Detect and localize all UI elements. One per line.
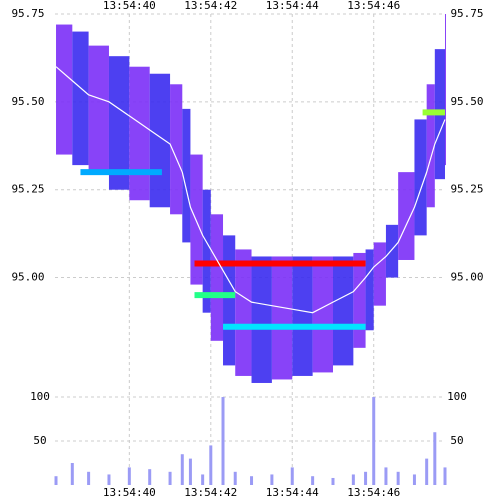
- depth-band: [149, 73, 171, 208]
- y-tick-label: 95.50: [11, 95, 44, 108]
- mid-price-line: [55, 66, 446, 314]
- liquidity-level: [223, 323, 366, 330]
- y-tick-label: 95.75: [11, 7, 44, 20]
- volume-bar: [168, 471, 172, 485]
- volume-bar: [148, 469, 152, 485]
- depth-band: [190, 154, 203, 285]
- liquidity-level: [80, 169, 162, 176]
- y-tick-label: 95.00: [11, 271, 44, 284]
- volume-bar: [364, 471, 368, 485]
- volume-bar: [290, 467, 294, 485]
- x-tick-label: 13:54:46: [347, 0, 400, 12]
- volume-bar: [396, 471, 400, 485]
- depth-band: [88, 45, 109, 173]
- depth-band: [210, 214, 224, 341]
- y-tick-label: 95.25: [11, 183, 44, 196]
- depth-band: [292, 256, 313, 376]
- volume-bar: [70, 463, 74, 485]
- depth-band: [312, 256, 333, 373]
- depth-band: [373, 242, 386, 306]
- x-tick-label: 13:54:44: [266, 486, 319, 499]
- depth-band: [353, 252, 366, 348]
- y2-tick-label: 100: [30, 390, 50, 403]
- depth-band: [235, 249, 252, 376]
- volume-bar: [221, 397, 225, 485]
- depth-band: [170, 84, 183, 215]
- y2-tick-label: 50: [450, 434, 463, 447]
- depth-band: [271, 256, 293, 380]
- depth-band: [108, 56, 130, 190]
- volume-bar: [233, 471, 237, 485]
- volume-bar: [412, 474, 416, 485]
- volume-bar: [107, 474, 111, 485]
- y-tick-label: 95.50: [450, 95, 483, 108]
- x-tick-label: 13:54:40: [103, 486, 156, 499]
- liquidity-level: [194, 292, 236, 299]
- volume-bar: [180, 454, 184, 485]
- depth-band: [426, 84, 435, 208]
- volume-bar: [209, 445, 213, 485]
- volume-bar: [201, 474, 205, 485]
- x-tick-label: 13:54:46: [347, 486, 400, 499]
- depth-band: [223, 235, 236, 366]
- volume-bar: [54, 476, 58, 485]
- x-tick-label: 13:54:42: [184, 0, 237, 12]
- x-tick-label: 13:54:44: [266, 0, 319, 12]
- volume-bar: [270, 474, 274, 485]
- y-tick-label: 95.00: [450, 271, 483, 284]
- volume-bar: [250, 476, 254, 485]
- liquidity-level: [422, 109, 445, 116]
- x-tick-label: 13:54:42: [184, 486, 237, 499]
- volume-bar: [425, 458, 429, 485]
- liquidity-level: [194, 260, 366, 267]
- volume-bar: [311, 476, 315, 485]
- depth-band: [385, 224, 399, 278]
- volume-bar: [87, 471, 91, 485]
- depth-band: [251, 256, 272, 383]
- depth-band: [182, 108, 191, 243]
- volume-bar: [384, 467, 388, 485]
- depth-band: [72, 31, 89, 166]
- depth-band: [414, 119, 427, 236]
- depth-band: [202, 189, 211, 313]
- volume-bar: [372, 397, 376, 485]
- volume-bar: [443, 467, 447, 485]
- y-tick-label: 95.75: [450, 7, 483, 20]
- volume-bar: [127, 467, 131, 485]
- depth-band: [398, 172, 415, 260]
- volume-bar: [433, 432, 437, 485]
- depth-band: [332, 256, 354, 366]
- depth-band: [129, 66, 150, 201]
- y2-tick-label: 100: [447, 390, 467, 403]
- volume-bar: [331, 477, 335, 485]
- y2-tick-label: 50: [33, 434, 46, 447]
- volume-bar: [351, 474, 355, 485]
- x-tick-label: 13:54:40: [103, 0, 156, 12]
- depth-band: [445, 14, 446, 166]
- volume-bar: [188, 458, 192, 485]
- y-tick-label: 95.25: [450, 183, 483, 196]
- depth-band: [365, 249, 374, 331]
- depth-band: [56, 24, 73, 155]
